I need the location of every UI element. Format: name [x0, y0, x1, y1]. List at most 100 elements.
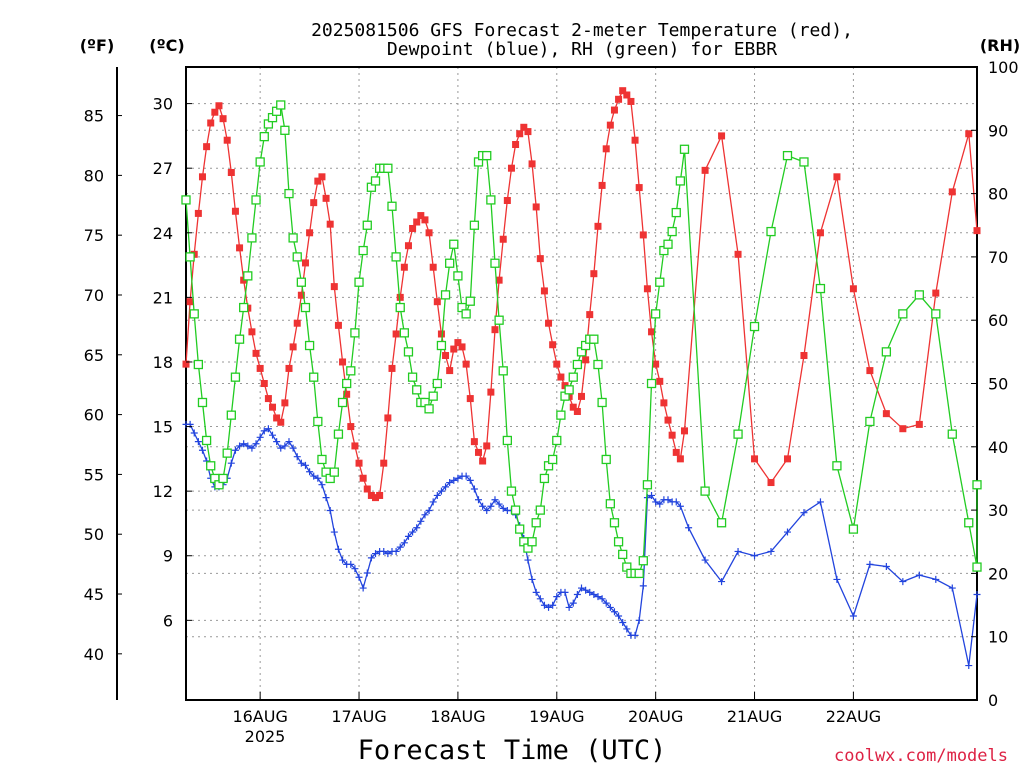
dewpoint-point	[483, 507, 491, 515]
dewpoint-point	[409, 528, 417, 536]
dewpoint-point	[590, 591, 598, 598]
dewpoint-point	[816, 498, 824, 506]
rh-point	[391, 252, 401, 262]
rh-tick-label: 80	[988, 185, 1008, 204]
dewpoint-point	[652, 498, 660, 506]
temperature-point	[495, 276, 503, 284]
dewpoint-point	[631, 631, 639, 639]
temperature-point	[198, 173, 206, 181]
dewpoint-point	[236, 442, 244, 450]
rh-point	[564, 385, 574, 395]
temperature-point	[425, 229, 433, 237]
dewpoint-point	[586, 588, 594, 596]
rh-point	[898, 309, 908, 319]
temperature-point	[932, 289, 940, 297]
dewpoint-point	[264, 425, 272, 433]
dewpoint-point	[252, 440, 260, 448]
dewpoint-point	[676, 502, 684, 510]
rh-point	[675, 176, 686, 186]
temperature-point	[281, 399, 289, 407]
temperature-point	[285, 364, 293, 372]
dewpoint-point	[685, 524, 693, 532]
rh-point	[309, 372, 319, 382]
dewpoint-point	[532, 588, 540, 596]
rh-point	[568, 372, 578, 382]
time-tick-label: 20AUG	[628, 707, 683, 726]
dewpoint-point	[619, 618, 627, 626]
dewpoint-point	[973, 591, 981, 598]
temperature-point	[301, 259, 309, 267]
temperature-point	[219, 115, 227, 123]
rh-point	[461, 309, 471, 319]
dewpoint-point	[462, 472, 470, 480]
dewpoint-point	[800, 509, 808, 517]
dewpoint-point	[281, 442, 289, 450]
dewpoint-point	[553, 593, 561, 601]
x-axis-title: Forecast Time (UTC)	[358, 735, 667, 766]
temperature-point	[483, 442, 491, 450]
temperature-point	[260, 380, 268, 387]
temperature-point	[396, 293, 404, 301]
temperature-point	[635, 184, 643, 192]
dewpoint-point	[310, 472, 318, 480]
rh-point	[280, 125, 290, 135]
temperature-point	[524, 128, 532, 136]
rh-point	[189, 309, 199, 319]
dewpoint-point	[767, 547, 775, 555]
dewpoint-point	[248, 444, 256, 452]
rh-tick-label: 70	[988, 248, 1008, 267]
dewpoint-point	[615, 612, 623, 620]
rh-point	[387, 201, 397, 211]
rh-point	[947, 429, 957, 439]
dewpoint-point	[751, 552, 759, 560]
dewpoint-point	[306, 468, 314, 476]
dewpoint-point	[734, 547, 742, 555]
temperature-point	[343, 390, 351, 398]
temperature-point	[899, 425, 907, 433]
temperature-point	[680, 427, 688, 435]
temperature-point	[549, 341, 557, 349]
rh-point	[350, 328, 360, 338]
rh-point	[865, 416, 875, 427]
dewpoint-point	[475, 496, 483, 504]
temperature-point	[615, 95, 623, 103]
dewpoint-point	[899, 578, 907, 586]
rh-point	[407, 372, 418, 382]
temperature-point	[236, 244, 244, 252]
temperature-point	[351, 442, 359, 450]
dewpoint-point	[718, 578, 726, 586]
rh-point	[329, 467, 339, 477]
dewpoint-point	[594, 593, 602, 601]
temperature-point	[458, 343, 466, 351]
rh-point	[276, 100, 286, 110]
fahrenheit-tick-label: 70	[84, 286, 104, 305]
celsius-tick-label: 12	[153, 482, 173, 501]
temperature-point	[194, 209, 202, 217]
dewpoint-point	[297, 459, 305, 467]
temperature-point	[520, 123, 528, 131]
rh-point	[449, 239, 459, 249]
dewpoint-point	[524, 556, 532, 564]
dewpoint-point	[446, 479, 454, 487]
rh-point	[589, 334, 599, 344]
temperature-point	[598, 181, 606, 189]
rh-point	[412, 385, 422, 395]
rh-point	[193, 359, 204, 370]
rh-point	[292, 252, 302, 262]
dewpoint-point	[639, 582, 647, 590]
rh-point	[766, 226, 776, 237]
credit-link[interactable]: coolwx.com/models	[834, 746, 1008, 766]
rh-point	[815, 283, 826, 294]
rh-point	[185, 252, 195, 262]
temperature-point	[227, 169, 235, 176]
dewpoint-point	[470, 485, 478, 493]
rh-point	[486, 195, 496, 205]
rh-point	[222, 448, 232, 458]
rh-point	[700, 486, 710, 496]
temperature-point	[545, 319, 553, 327]
fahrenheit-tick-label: 45	[84, 585, 104, 604]
temperature-point	[372, 494, 380, 502]
rh-point	[300, 302, 311, 313]
temperature-point	[429, 263, 437, 271]
celsius-tick-label: 21	[153, 288, 173, 307]
